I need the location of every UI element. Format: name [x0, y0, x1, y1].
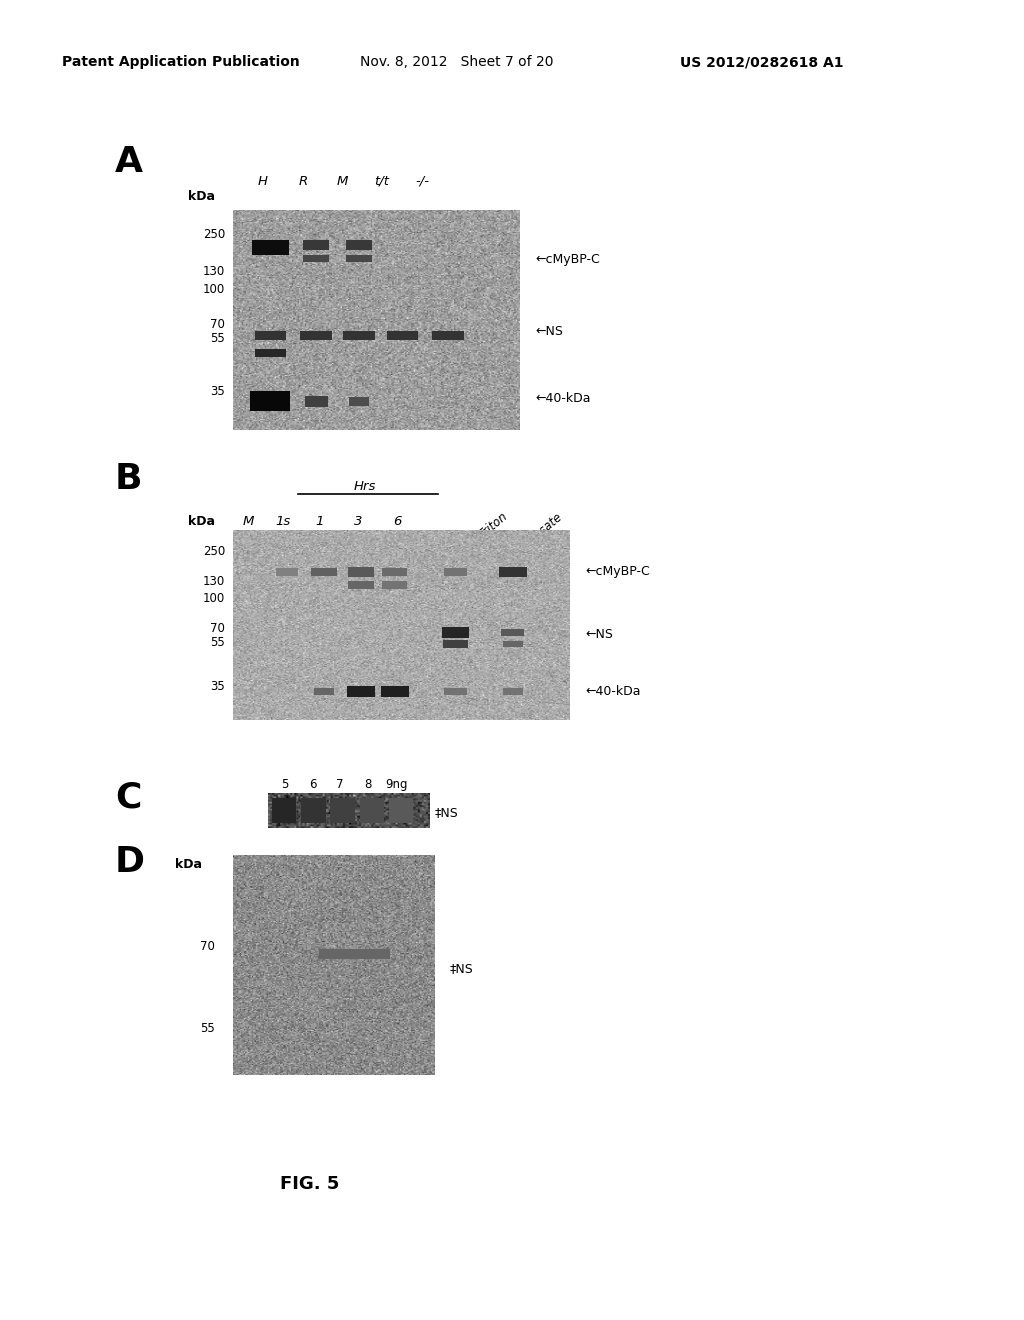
Text: 7: 7	[336, 777, 344, 791]
Bar	[305, 396, 328, 407]
Text: ←cMyBP-C: ←cMyBP-C	[535, 253, 600, 267]
Bar	[347, 686, 375, 697]
Text: 250: 250	[203, 228, 225, 242]
Bar	[343, 331, 375, 341]
Bar	[432, 331, 464, 341]
Bar	[303, 255, 329, 263]
Text: 5: 5	[282, 777, 289, 791]
Text: 130: 130	[203, 576, 225, 587]
Bar	[386, 331, 418, 341]
Text: 35: 35	[210, 385, 225, 399]
Text: kDa: kDa	[175, 858, 202, 871]
Text: 6: 6	[309, 777, 316, 791]
Bar	[442, 640, 468, 648]
Text: FIG. 5: FIG. 5	[281, 1175, 340, 1193]
Text: kDa: kDa	[188, 190, 215, 203]
Text: 55: 55	[201, 1022, 215, 1035]
Bar	[444, 688, 467, 696]
Text: ‡NS: ‡NS	[450, 962, 474, 975]
Text: 1s: 1s	[275, 515, 291, 528]
Bar	[382, 568, 408, 576]
Text: 100: 100	[203, 591, 225, 605]
Bar	[503, 640, 523, 647]
Bar	[499, 566, 526, 577]
Text: D: D	[115, 845, 145, 879]
Text: 130: 130	[203, 265, 225, 279]
Text: 250: 250	[203, 545, 225, 558]
Bar	[255, 348, 286, 358]
Bar	[331, 799, 354, 822]
Bar	[252, 240, 289, 255]
Text: Nov. 8, 2012   Sheet 7 of 20: Nov. 8, 2012 Sheet 7 of 20	[360, 55, 554, 69]
Text: 9ng: 9ng	[386, 777, 409, 791]
Bar	[346, 240, 372, 251]
Text: 70: 70	[200, 940, 215, 953]
Text: US 2012/0282618 A1: US 2012/0282618 A1	[680, 55, 844, 69]
Text: 3: 3	[354, 515, 362, 528]
Text: M: M	[336, 176, 348, 187]
Text: 1: 1	[315, 515, 325, 528]
Bar	[381, 686, 409, 697]
Bar	[301, 799, 326, 822]
Text: 55: 55	[210, 636, 225, 649]
Text: C: C	[115, 780, 141, 814]
Text: M: M	[243, 515, 254, 528]
Bar	[444, 568, 467, 576]
Bar	[311, 568, 337, 576]
Text: Hrs: Hrs	[354, 480, 376, 492]
Text: 70: 70	[210, 622, 225, 635]
Text: ←NS: ←NS	[585, 628, 613, 642]
Bar	[441, 627, 469, 638]
Bar	[382, 581, 408, 589]
Text: R: R	[298, 176, 307, 187]
Bar	[300, 331, 332, 341]
Text: 70: 70	[210, 318, 225, 331]
Bar	[250, 392, 291, 412]
Text: ‡NS: ‡NS	[435, 807, 459, 818]
Text: Lysate: Lysate	[527, 510, 565, 545]
Text: ←40-kDa: ←40-kDa	[585, 685, 640, 698]
Bar	[318, 949, 389, 958]
Text: kDa: kDa	[188, 515, 215, 528]
Bar	[348, 568, 374, 577]
Text: t/t: t/t	[375, 176, 389, 187]
Text: 6: 6	[393, 515, 401, 528]
Text: 35: 35	[210, 680, 225, 693]
Text: ←40-kDa: ←40-kDa	[535, 392, 591, 405]
Bar	[359, 799, 384, 822]
Text: 100: 100	[203, 282, 225, 296]
Bar	[303, 240, 329, 251]
Bar	[255, 331, 286, 341]
Text: H: H	[258, 176, 268, 187]
Bar	[275, 568, 298, 576]
Bar	[389, 799, 413, 822]
Text: Triton: Triton	[476, 510, 510, 541]
Text: B: B	[115, 462, 142, 496]
Text: Patent Application Publication: Patent Application Publication	[62, 55, 300, 69]
Bar	[503, 688, 523, 696]
Bar	[314, 688, 334, 696]
Bar	[349, 397, 370, 405]
Text: -/-: -/-	[415, 176, 429, 187]
Bar	[502, 628, 524, 636]
Text: 55: 55	[210, 333, 225, 345]
Bar	[346, 255, 372, 263]
Text: 8: 8	[365, 777, 372, 791]
Bar	[348, 581, 374, 589]
Text: ←NS: ←NS	[535, 325, 563, 338]
Text: A: A	[115, 145, 143, 180]
Text: ←cMyBP-C: ←cMyBP-C	[585, 565, 650, 578]
Bar	[272, 799, 296, 822]
